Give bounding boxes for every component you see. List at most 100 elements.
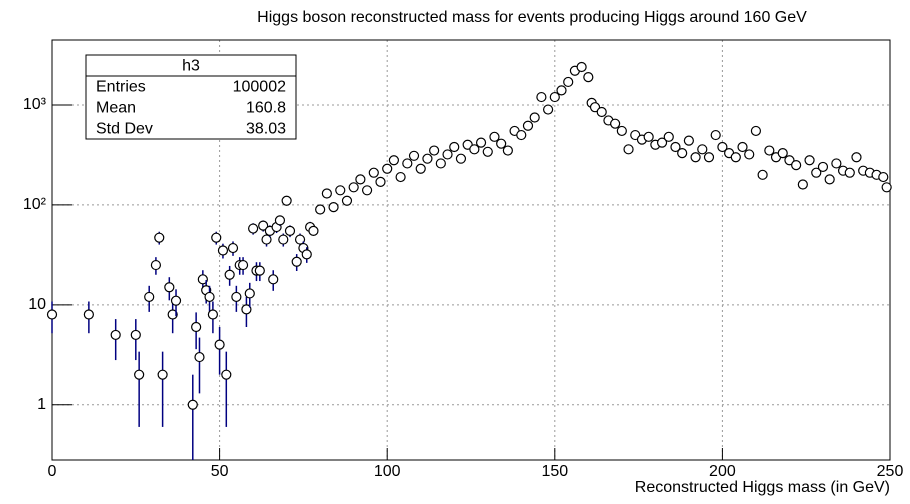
marker (315, 204, 326, 215)
marker (278, 234, 289, 245)
marker (831, 158, 842, 169)
marker (221, 369, 232, 380)
marker (643, 131, 654, 142)
marker (164, 282, 175, 293)
marker (536, 91, 547, 103)
marker (881, 182, 892, 193)
marker (502, 145, 513, 156)
y-tick-label: 10 (28, 296, 46, 313)
marker (690, 152, 701, 163)
x-tick-label: 150 (541, 463, 568, 480)
marker (341, 195, 353, 206)
marker (294, 234, 306, 245)
marker (455, 153, 467, 164)
marker (596, 106, 607, 118)
marker (241, 304, 252, 315)
marker (355, 174, 366, 185)
marker (549, 91, 560, 103)
marker (516, 129, 527, 141)
marker (361, 185, 373, 196)
marker (375, 176, 386, 187)
marker (750, 125, 762, 137)
marker (402, 158, 413, 169)
marker (130, 329, 141, 341)
marker (167, 309, 178, 320)
marker (328, 202, 339, 213)
x-tick-label: 200 (709, 463, 736, 480)
marker (207, 309, 218, 320)
marker (610, 118, 621, 129)
stats-title: h3 (182, 58, 200, 75)
marker (677, 147, 688, 159)
stats-value: 100002 (233, 79, 286, 96)
marker (764, 145, 775, 156)
marker (589, 102, 601, 113)
marker (670, 141, 681, 153)
marker (395, 171, 406, 183)
marker (261, 234, 272, 245)
marker (422, 153, 433, 164)
marker (777, 147, 788, 159)
y-tick-label: 10² (23, 196, 47, 213)
marker (274, 215, 286, 226)
x-tick-label: 100 (374, 463, 401, 480)
marker (442, 149, 453, 160)
marker (157, 369, 168, 380)
marker (217, 245, 229, 256)
marker (824, 174, 835, 185)
marker (258, 220, 269, 231)
marker (348, 182, 359, 193)
marker (415, 163, 426, 174)
marker (576, 61, 587, 73)
chart-title: Higgs boson reconstructed mass for event… (257, 9, 807, 26)
marker (211, 232, 222, 243)
marker (784, 155, 795, 166)
marker (214, 339, 225, 350)
marker (482, 146, 493, 157)
marker (804, 155, 815, 166)
marker (556, 85, 567, 96)
marker (46, 309, 58, 320)
marker (656, 137, 668, 148)
x-tick-label: 250 (877, 463, 904, 480)
marker (248, 223, 259, 234)
plot-frame (51, 39, 891, 461)
marker (237, 259, 249, 271)
marker (150, 259, 162, 271)
stats-box (85, 54, 297, 140)
x-tick-label: 50 (211, 463, 229, 480)
marker (522, 120, 534, 131)
marker (281, 195, 292, 206)
marker (224, 269, 235, 280)
marker (321, 188, 332, 199)
marker (683, 135, 694, 146)
marker (717, 141, 728, 153)
y-tick-label: 1 (37, 396, 46, 413)
marker (811, 167, 822, 178)
marker (368, 167, 379, 178)
marker (563, 76, 574, 88)
marker (254, 265, 265, 276)
marker (408, 150, 420, 161)
marker (697, 144, 708, 155)
marker (335, 185, 346, 196)
marker (154, 232, 165, 243)
marker (791, 160, 802, 171)
y-tick-label: 10³ (23, 96, 47, 113)
marker (284, 225, 296, 236)
marker (469, 144, 480, 155)
marker (429, 145, 440, 156)
marker (244, 288, 255, 299)
marker (475, 137, 487, 148)
marker (730, 152, 741, 163)
marker (134, 369, 145, 380)
marker (703, 152, 715, 163)
marker (83, 309, 94, 320)
stats-label: Std Dev (96, 121, 153, 138)
marker (583, 72, 594, 83)
marker (301, 249, 312, 260)
marker (529, 112, 540, 123)
marker (737, 141, 748, 153)
marker (291, 256, 302, 267)
